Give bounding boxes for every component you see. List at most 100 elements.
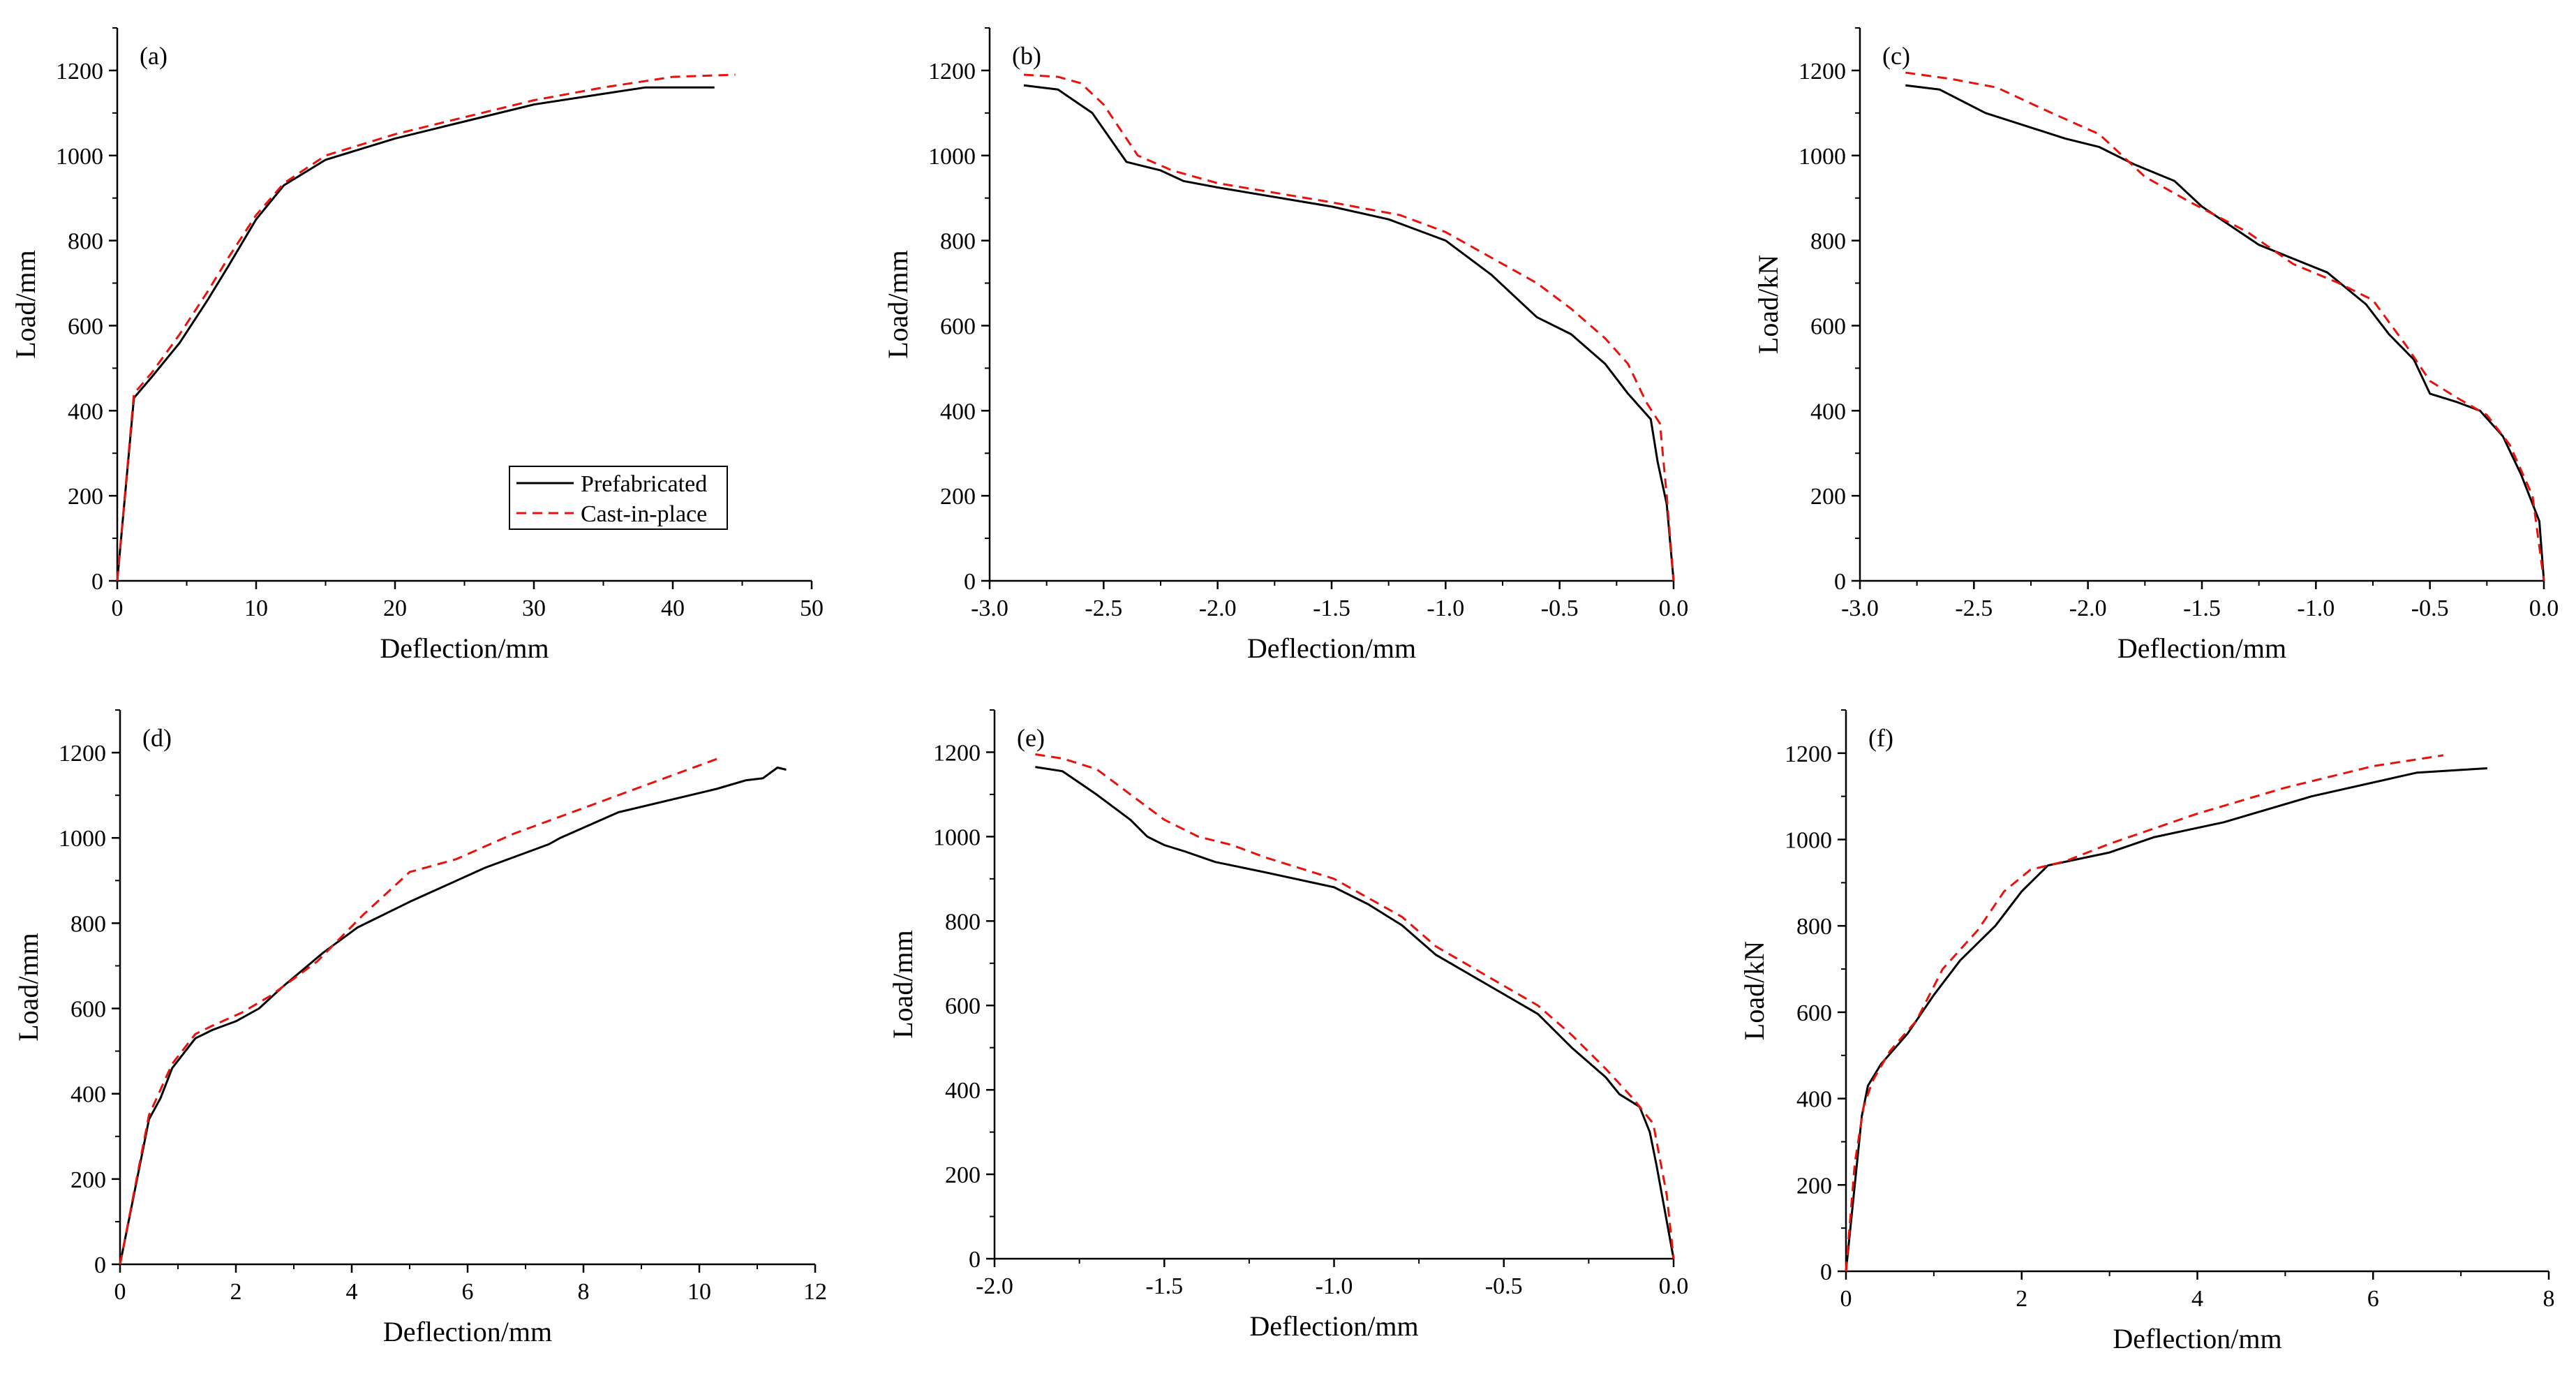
x-tick-label: 50 [800,595,824,621]
series-line-prefabricated [1035,766,1675,1259]
y-tick-label: 1000 [1799,144,1846,170]
y-tick-label: 800 [940,229,976,255]
x-tick-label: -2.0 [976,1273,1013,1299]
series-line-cast-in-place [119,755,723,1265]
y-tick-label: 600 [940,313,976,339]
x-tick-label: -0.5 [1485,1273,1523,1299]
x-tick-label: -3.0 [971,595,1008,621]
y-axis-title: Load/mm [887,930,918,1039]
series-line-cast-in-place [1023,73,1675,582]
y-tick-label: 1000 [928,144,976,170]
y-tick-label: 400 [945,1078,981,1104]
series-line-cast-in-place [1035,753,1675,1259]
x-axis-title: Deflection/mm [383,1316,552,1347]
y-tick-label: 800 [1810,229,1846,255]
y-tick-label: 400 [70,1082,106,1108]
x-tick-label: 6 [2367,1286,2379,1312]
y-tick-label: 400 [940,399,976,424]
x-tick-label: 4 [346,1279,358,1305]
x-tick-label: 0.0 [2529,595,2559,621]
panel-label: (e) [1017,724,1045,752]
y-tick-label: 200 [945,1162,981,1188]
x-axis-title: Deflection/mm [2117,632,2286,664]
y-tick-label: 200 [940,484,976,510]
y-tick-label: 0 [91,569,103,595]
x-tick-label: -1.5 [2183,595,2221,621]
x-axis-title: Deflection/mm [2113,1323,2281,1354]
y-axis-title: Load/mm [13,933,44,1042]
panel-a: 0 10 20 30 40 50 0 200 400 600 800 1000 1200 Deflecti… [10,27,824,664]
panel-label: (c) [1882,42,1910,70]
panel-b: -3.0 -2.5 -2.0 -1.5 -1.0 -0.5 0.0 0 200 400 600 800… [882,27,1689,664]
x-tick-label: 30 [522,595,546,621]
y-tick-label: 400 [1796,1087,1832,1113]
x-tick-label: 40 [661,595,685,621]
series-line-cast-in-place [116,73,736,582]
x-tick-label: -2.5 [1955,595,1993,621]
x-tick-label: -1.0 [2297,595,2335,621]
x-tick-label: 0 [114,1279,126,1305]
panel-label: (d) [142,724,172,752]
x-tick-label: 0 [1840,1286,1852,1312]
x-tick-label: 10 [687,1279,711,1305]
x-tick-label: 0 [112,595,124,621]
y-tick-label: 800 [68,229,103,255]
y-tick-label: 200 [1796,1173,1832,1199]
panel-d: 0 2 4 6 8 10 12 0 200 400 600 800 1000 1200 Deflection… [13,709,827,1347]
legend-entry-label: Cast-in-place [581,501,707,527]
panel-label: (a) [140,42,167,70]
x-tick-label: -2.0 [2069,595,2107,621]
y-tick-label: 200 [68,484,103,510]
x-tick-label: 0.0 [1659,1273,1689,1299]
y-tick-label: 800 [945,909,981,935]
x-tick-label: 2 [2016,1286,2027,1312]
y-axis-title: Load/mm [10,250,41,359]
y-tick-label: 400 [68,399,103,424]
y-tick-label: 1200 [928,59,976,84]
x-tick-label: 8 [2543,1286,2555,1312]
y-tick-label: 1000 [1785,828,1832,854]
x-tick-label: -1.5 [1313,595,1350,621]
y-tick-label: 800 [70,911,106,937]
y-tick-label: 600 [70,997,106,1023]
y-tick-label: 1200 [56,59,103,84]
y-tick-label: 1000 [59,826,106,852]
x-tick-label: 4 [2191,1286,2203,1312]
x-tick-label: 8 [578,1279,590,1305]
x-tick-label: 2 [230,1279,242,1305]
y-tick-label: 1000 [933,824,981,850]
y-tick-label: 400 [1810,399,1846,424]
y-tick-label: 0 [1834,569,1846,595]
x-tick-label: 20 [383,595,407,621]
x-tick-label: -1.5 [1145,1273,1183,1299]
y-tick-label: 0 [969,1247,981,1273]
x-tick-label: 6 [462,1279,474,1305]
x-axis-title: Deflection/mm [380,632,549,664]
series-line-prefabricated [1905,84,2545,582]
series-line-prefabricated [116,86,715,582]
panel-label: (b) [1012,42,1041,70]
x-tick-label: -0.5 [2411,595,2449,621]
y-tick-label: 1000 [56,144,103,170]
x-tick-label: -1.0 [1316,1273,1353,1299]
series-line-prefabricated [1845,767,2487,1272]
panel-e: -2.0 -1.5 -1.0 -0.5 0.0 0 200 400 600 800 1000 1200… [887,709,1689,1342]
series-line-cast-in-place [1905,71,2545,582]
x-tick-label: 12 [803,1279,827,1305]
panel-c: -3.0 -2.5 -2.0 -1.5 -1.0 -0.5 0.0 0 200 400 600 800… [1752,27,2559,664]
series-line-cast-in-place [1845,754,2444,1272]
x-tick-label: -2.0 [1199,595,1237,621]
y-tick-label: 200 [70,1167,106,1193]
panel-f: 0 2 4 6 8 0 200 400 600 800 1000 1200 Deflection/mm L… [1739,709,2555,1354]
x-tick-label: 0.0 [1659,595,1689,621]
x-tick-label: 10 [244,595,268,621]
y-tick-label: 600 [1810,313,1846,339]
y-tick-label: 0 [964,569,976,595]
y-tick-label: 600 [68,313,103,339]
y-tick-label: 1200 [1799,59,1846,84]
y-tick-label: 800 [1796,914,1832,940]
y-axis-title: Load/kN [1752,255,1784,354]
x-axis-title: Deflection/mm [1249,1310,1418,1342]
y-tick-label: 600 [1796,1000,1832,1026]
